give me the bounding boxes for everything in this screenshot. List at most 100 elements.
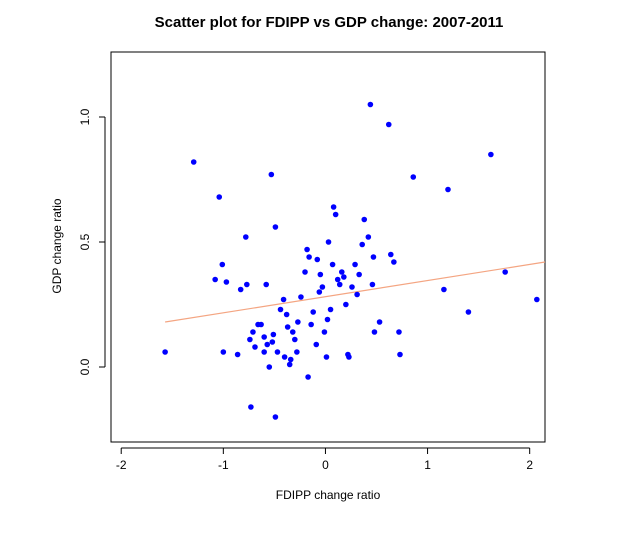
x-tick-label: -2 xyxy=(116,458,127,472)
data-point xyxy=(212,276,218,283)
data-point xyxy=(242,234,249,240)
data-point xyxy=(272,224,279,230)
data-point xyxy=(292,336,298,343)
data-point xyxy=(343,301,349,308)
data-point xyxy=(219,261,226,268)
data-point xyxy=(367,101,374,108)
data-point xyxy=(376,319,383,325)
data-point xyxy=(359,241,366,248)
data-point xyxy=(332,211,339,218)
data-point xyxy=(250,329,256,335)
chart-title: Scatter plot for FDIPP vs GDP change: 20… xyxy=(155,14,504,31)
data-point xyxy=(336,281,343,288)
data-point xyxy=(502,269,508,275)
data-point xyxy=(325,239,332,245)
data-point xyxy=(441,286,447,293)
data-point xyxy=(369,281,376,288)
data-point xyxy=(298,294,304,300)
data-point xyxy=(264,341,271,348)
data-point xyxy=(334,276,341,283)
data-point xyxy=(274,349,281,355)
data-point xyxy=(330,204,337,210)
data-point xyxy=(277,306,284,313)
data-point xyxy=(223,279,230,285)
data-point xyxy=(286,361,293,368)
data-point xyxy=(465,309,472,315)
data-point xyxy=(310,309,316,315)
data-point xyxy=(324,316,331,323)
data-point xyxy=(349,284,355,290)
data-point xyxy=(252,344,258,350)
data-point xyxy=(370,254,377,260)
data-point xyxy=(258,321,264,328)
data-point xyxy=(270,331,277,338)
data-point xyxy=(314,256,321,263)
y-tick-label: 0.5 xyxy=(78,233,92,250)
data-point xyxy=(341,274,347,280)
data-point xyxy=(308,321,314,328)
data-point xyxy=(534,296,540,303)
data-point xyxy=(304,246,310,253)
data-point xyxy=(295,319,301,325)
data-point xyxy=(234,351,241,358)
data-point xyxy=(356,271,362,278)
data-point xyxy=(354,291,360,298)
data-point xyxy=(316,289,323,295)
data-point xyxy=(289,329,296,335)
data-point xyxy=(306,254,312,260)
y-tick-label: 1.0 xyxy=(78,108,92,125)
x-tick-label: 0 xyxy=(322,458,329,472)
y-axis-title: GDP change ratio xyxy=(50,198,64,293)
data-point xyxy=(323,354,330,360)
x-axis: -2 -1 0 1 2 xyxy=(116,447,533,472)
data-point xyxy=(263,281,270,288)
data-point xyxy=(445,186,451,193)
data-point xyxy=(281,354,288,360)
data-point xyxy=(371,329,378,335)
x-tick-label: 2 xyxy=(526,458,533,472)
data-point xyxy=(268,171,275,178)
x-axis-title: FDIPP change ratio xyxy=(276,488,381,502)
data-point xyxy=(327,306,334,313)
data-point xyxy=(352,261,358,268)
data-point xyxy=(280,296,287,303)
data-point xyxy=(319,284,326,290)
data-point xyxy=(365,234,372,240)
data-point xyxy=(190,159,197,165)
data-point xyxy=(272,414,279,420)
data-point xyxy=(317,271,324,278)
data-point xyxy=(346,354,352,360)
data-point xyxy=(385,121,392,128)
trend-line xyxy=(165,261,546,323)
data-point xyxy=(338,269,345,275)
data-point xyxy=(329,261,336,268)
data-point xyxy=(216,194,223,200)
data-point xyxy=(244,281,250,288)
data-point xyxy=(283,311,290,318)
data-point xyxy=(266,364,273,370)
data-point xyxy=(294,349,300,355)
data-point xyxy=(287,356,294,363)
data-point xyxy=(248,404,254,410)
data-point xyxy=(313,341,320,348)
data-point xyxy=(247,336,253,343)
data-point xyxy=(397,351,403,358)
data-point xyxy=(220,349,227,355)
x-tick-label: 1 xyxy=(424,458,431,472)
data-point xyxy=(162,349,168,355)
data-point xyxy=(261,334,267,340)
data-point xyxy=(388,251,394,258)
data-point xyxy=(410,174,417,180)
data-point xyxy=(361,216,368,223)
x-tick-label: -1 xyxy=(218,458,229,472)
data-points xyxy=(162,101,540,420)
data-point xyxy=(321,329,328,335)
data-point xyxy=(396,329,402,335)
data-point xyxy=(269,339,276,345)
data-point xyxy=(391,259,397,265)
y-axis: 0.0 0.5 1.0 xyxy=(78,108,106,375)
y-tick-label: 0.0 xyxy=(78,358,92,375)
data-point xyxy=(284,324,291,330)
data-point xyxy=(261,349,267,355)
